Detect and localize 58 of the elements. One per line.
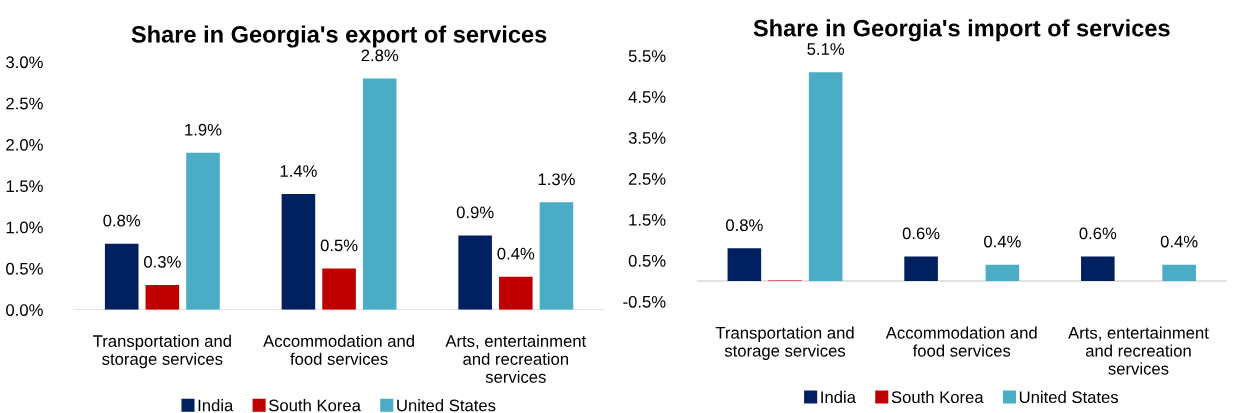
y-tick-label: 5.5% — [628, 50, 666, 62]
data-label: 1.9% — [185, 123, 222, 136]
y-tick-label: 1.5% — [6, 180, 43, 193]
data-label: 0.6% — [1079, 227, 1117, 240]
bar — [985, 264, 1020, 282]
bar — [499, 276, 533, 310]
data-label: 2.8% — [361, 49, 399, 62]
chart-title: Share in Georgia's export of services — [131, 25, 547, 48]
x-tick-label: Arts, entertainment and recreation services — [445, 334, 587, 383]
data-label: 0.8% — [726, 219, 763, 232]
data-label: 0.9% — [456, 206, 494, 219]
x-tick-label: Accommodation and food services — [263, 334, 414, 365]
bar — [727, 248, 762, 282]
y-tick-label: 1.5% — [629, 214, 666, 226]
y-tick-label: 0.5% — [6, 262, 43, 275]
data-label: 0.5% — [320, 239, 358, 252]
y-tick-label: 3.5% — [628, 132, 666, 144]
legend-label: South Korea — [269, 399, 361, 412]
data-label: 1.3% — [538, 173, 575, 186]
data-label: 0.8% — [103, 214, 141, 227]
x-tick-label: Accommodation and food services — [885, 326, 1037, 357]
data-label: 0.4% — [1160, 235, 1198, 248]
data-label: 5.1% — [807, 43, 845, 55]
data-label: 0.4% — [497, 247, 535, 260]
y-tick-label: 2.5% — [628, 173, 666, 185]
y-tick-label: 3.0% — [6, 56, 43, 69]
bar — [186, 152, 220, 310]
x-tick-label: Transportation and storage services — [715, 326, 854, 360]
legend-label: United States — [1019, 390, 1119, 404]
legend-label: India — [198, 399, 234, 412]
bar — [104, 243, 139, 310]
y-tick-label: 4.5% — [628, 91, 666, 103]
bar — [1081, 256, 1115, 282]
y-tick-label: 2.0% — [6, 138, 43, 151]
bar — [904, 256, 938, 282]
x-tick-label: Arts, entertainment and recreation services — [1068, 326, 1209, 375]
data-label: 0.3% — [144, 255, 181, 268]
y-tick-label: -0.5% — [623, 295, 666, 308]
bar — [281, 194, 316, 310]
y-tick-label: 1.0% — [6, 221, 43, 234]
x-tick-label: Transportation and storage services — [93, 334, 231, 369]
legend-label: India — [821, 390, 856, 404]
bar — [808, 72, 843, 282]
bar — [539, 202, 574, 310]
legend-label: United States — [397, 399, 496, 412]
bar — [458, 235, 492, 310]
bar — [322, 268, 356, 310]
bar — [362, 78, 397, 310]
data-label: 0.6% — [902, 227, 940, 240]
data-label: 1.4% — [280, 165, 317, 177]
y-tick-label: 0.5% — [628, 254, 666, 267]
y-tick-label: 2.5% — [6, 97, 43, 110]
bar — [145, 284, 180, 310]
bar — [1162, 264, 1196, 282]
legend-label: South Korea — [891, 390, 984, 404]
chart-title: Share in Georgia's import of services — [753, 19, 1170, 42]
y-tick-label: 0.0% — [6, 304, 43, 316]
data-label: 0.4% — [984, 235, 1021, 248]
